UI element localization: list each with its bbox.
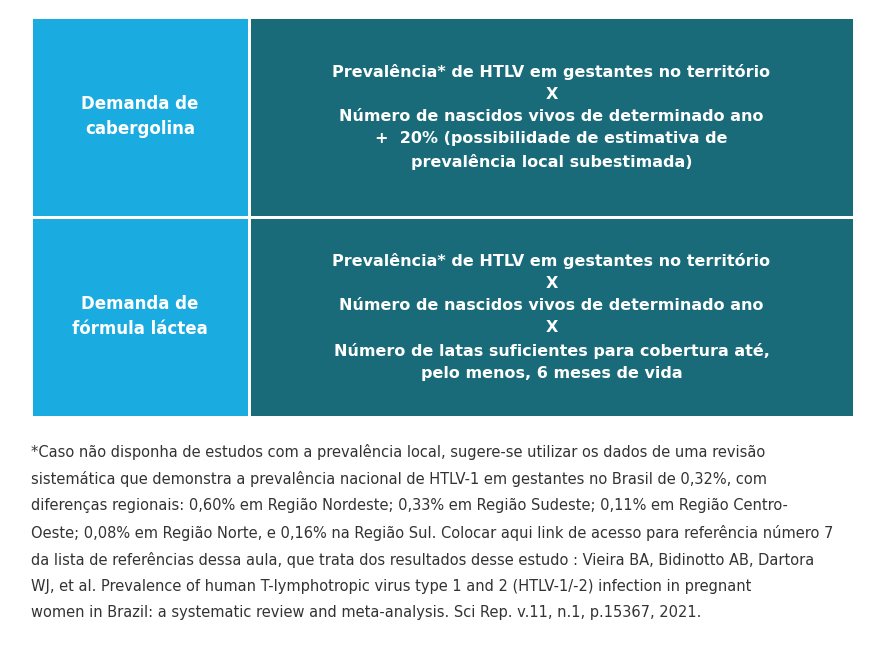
Text: Prevalência* de HTLV em gestantes no território
X
Número de nascidos vivos de de: Prevalência* de HTLV em gestantes no ter… xyxy=(333,253,771,381)
Text: Demanda de
cabergolina: Demanda de cabergolina xyxy=(81,95,199,138)
Bar xyxy=(31,217,249,417)
Bar xyxy=(249,17,854,217)
Bar xyxy=(249,217,854,417)
Text: *Caso não disponha de estudos com a prevalência local, sugere-se utilizar os dad: *Caso não disponha de estudos com a prev… xyxy=(31,444,834,620)
Text: Demanda de
fórmula láctea: Demanda de fórmula láctea xyxy=(73,295,208,338)
Text: Prevalência* de HTLV em gestantes no território
X
Número de nascidos vivos de de: Prevalência* de HTLV em gestantes no ter… xyxy=(333,63,771,170)
Bar xyxy=(31,17,854,417)
Bar xyxy=(31,17,249,217)
